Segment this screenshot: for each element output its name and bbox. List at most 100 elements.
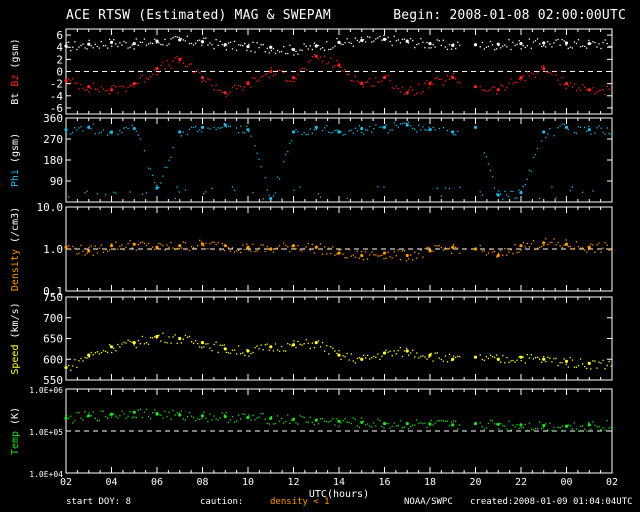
data-sample [362,354,365,357]
data-point [337,130,341,134]
data-sample [162,175,164,177]
data-sample [514,361,516,363]
data-point [428,422,432,426]
data-sample [280,50,283,53]
data-sample [295,78,297,80]
data-sample [256,417,258,419]
data-sample [444,46,447,48]
data-sample [338,425,340,427]
data-sample [588,248,590,251]
data-sample [506,428,508,430]
data-sample [164,166,166,168]
y-tick-label: 550 [43,374,63,387]
data-sample [88,91,90,93]
y-axis-label-part: (K) [10,407,21,431]
data-sample [125,342,127,344]
data-sample [184,242,187,244]
data-sample [113,413,115,415]
data-sample [455,78,457,80]
data-sample [211,350,213,352]
data-sample [366,354,369,357]
data-sample [348,41,350,44]
data-sample [399,259,402,261]
data-sample [80,44,82,47]
data-sample [272,251,275,253]
data-sample [608,133,610,135]
data-sample [250,50,252,52]
data-sample [567,245,569,248]
data-sample [489,248,492,251]
data-point [223,415,227,419]
data-sample [602,89,604,91]
data-sample [432,360,434,362]
data-point [155,411,159,416]
data-sample [426,129,428,132]
data-sample [610,133,612,135]
data-sample [92,82,94,84]
data-sample [313,423,316,426]
data-sample [489,419,492,421]
data-sample [98,132,101,134]
data-sample [317,58,320,60]
data-sample [414,94,416,96]
data-sample [166,244,168,246]
x-tick-label: 04 [105,477,117,488]
data-sample [147,242,150,244]
data-sample [229,352,232,354]
data-sample [508,195,510,198]
data-sample [360,81,363,83]
data-sample [151,411,154,414]
data-sample [190,246,193,248]
data-point [246,82,250,86]
data-sample [516,424,518,426]
data-sample [299,49,301,51]
data-sample [125,42,127,44]
data-sample [92,254,94,257]
data-sample [205,191,207,193]
data-sample [289,44,291,46]
data-sample [280,70,283,72]
data-point [109,345,114,349]
data-sample [422,355,424,357]
data-sample [553,358,555,360]
data-sample [285,244,287,247]
data-sample [106,47,109,49]
y-axis-label: Speed (km/s) [10,302,21,374]
data-sample [387,251,389,253]
data-sample [594,251,596,253]
data-sample [385,349,387,351]
data-sample [70,415,72,417]
data-sample [135,38,137,40]
data-sample [72,365,74,367]
data-sample [590,42,592,45]
data-sample [70,248,72,251]
data-sample [600,251,602,253]
data-sample [420,92,422,94]
y-tick-label: 1.0E+06 [29,386,63,395]
data-sample [522,75,524,77]
data-sample [481,194,483,196]
y-tick-label: 1.0E+04 [29,470,63,479]
data-sample [141,41,144,44]
data-sample [436,352,438,354]
data-sample [354,37,356,39]
data-sample [526,242,528,245]
data-sample [76,82,78,84]
data-sample [246,417,248,419]
data-sample [602,359,604,362]
data-sample [366,36,369,38]
data-sample [489,40,492,43]
data-sample [377,255,379,257]
data-sample [237,414,240,416]
data-sample [426,358,428,360]
x-tick-label: 08 [196,477,208,488]
data-sample [201,417,203,420]
data-sample [418,124,420,126]
data-sample [352,254,354,256]
data-sample [426,426,428,429]
data-sample [352,417,354,419]
data-sample [256,152,258,155]
y-tick-label: 10.0 [37,201,64,214]
data-sample [479,191,481,193]
